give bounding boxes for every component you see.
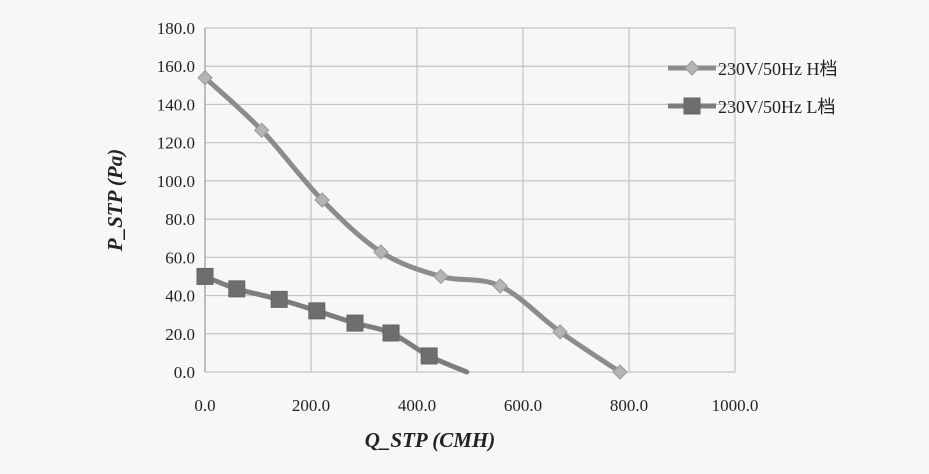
x-tick-labels: 0.0 200.0 400.0 600.0 800.0 1000.0: [194, 396, 758, 415]
y-tick-label: 100.0: [157, 172, 195, 191]
data-point: [612, 364, 628, 380]
legend-marker: [684, 60, 700, 76]
y-axis-label: P_STP (Pa): [103, 149, 127, 252]
legend-label: 230V/50Hz L档: [718, 97, 835, 117]
data-point: [492, 278, 508, 294]
data-point: [254, 122, 270, 138]
data-point: [346, 314, 364, 332]
y-tick-label: 20.0: [165, 325, 195, 344]
series-line-h: [202, 75, 623, 375]
grid: [204, 27, 736, 373]
x-tick-label: 1000.0: [712, 396, 759, 415]
data-point: [420, 347, 438, 365]
data-point: [433, 268, 449, 285]
legend-marker: [683, 97, 701, 115]
y-tick-label: 180.0: [157, 19, 195, 38]
data-point: [270, 290, 288, 308]
y-tick-label: 160.0: [157, 57, 195, 76]
data-point: [373, 244, 389, 260]
y-tick-label: 0.0: [174, 363, 195, 382]
data-point: [382, 324, 400, 342]
y-tick-label: 40.0: [165, 287, 195, 306]
y-tick-label: 140.0: [157, 95, 195, 114]
y-tick-label: 80.0: [165, 210, 195, 229]
data-point: [308, 302, 326, 320]
x-axis-label: Q_STP (CMH): [365, 428, 495, 452]
data-point: [196, 267, 214, 285]
data-point: [197, 69, 213, 86]
x-tick-label: 600.0: [504, 396, 542, 415]
legend-label: 230V/50Hz H档: [718, 59, 838, 79]
data-point: [314, 192, 330, 208]
data-point: [228, 280, 246, 298]
y-tick-label: 60.0: [165, 248, 195, 267]
data-point: [552, 324, 568, 340]
x-tick-label: 800.0: [610, 396, 648, 415]
x-tick-label: 200.0: [292, 396, 330, 415]
series-markers: [196, 69, 628, 380]
legend: 230V/50Hz H档 230V/50Hz L档: [668, 59, 838, 117]
y-tick-label: 120.0: [157, 134, 195, 153]
x-tick-label: 400.0: [398, 396, 436, 415]
y-tick-labels: 0.0 20.0 40.0 60.0 80.0 100.0 120.0 140.0 160.0 1…: [157, 19, 195, 382]
x-tick-label: 0.0: [194, 396, 215, 415]
